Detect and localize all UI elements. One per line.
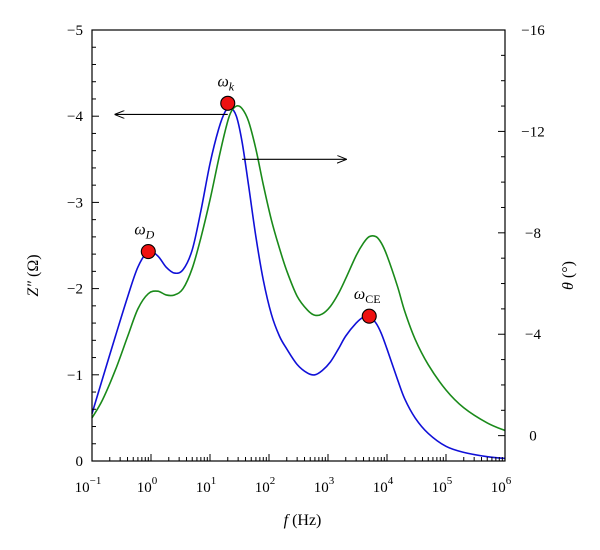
x-tick-label: 106 [491,475,512,496]
marker-label: ωCE [354,286,381,306]
y-right-tick-label: −4 [525,327,541,343]
series-impedance-line [91,106,506,460]
axes-layer: 10−1 100 101 102 103 104 105 106 0 −1 −2 −3 −4 −5 0 −4 −… [25,23,577,529]
marker-point [140,243,156,260]
y-left-tick-label: −2 [67,282,83,298]
y-left-tick-label: −4 [67,109,83,125]
x-tick-label: 10−1 [75,475,102,496]
x-tick-label: 101 [196,475,217,496]
x-tick-label: 100 [137,475,158,496]
y-left-tick-label: −1 [67,368,83,384]
y-right-tick-label: 0 [529,429,537,445]
marker-label: ωk [217,73,234,93]
y-right-tick-label: −12 [521,124,544,140]
x-tick-label: 104 [373,475,394,496]
marker-point [361,308,377,324]
y-right-tick-label: −8 [525,226,541,242]
y-right-tick-label: −16 [521,23,545,39]
y-left-axis-title: Z″ (Ω) [25,254,42,296]
x-tick-label: 102 [255,475,276,496]
y-left-tick-label: −3 [67,195,83,211]
x-tick-label: 103 [314,475,335,496]
y-left-tick-label: 0 [76,454,84,470]
series-layer [91,104,506,460]
series-phase-line [91,104,506,432]
y-right-axis-title: θ (°) [560,261,577,290]
annotation-layer: ωD ωk ωCE [115,73,381,324]
marker-label: ωD [134,222,154,242]
y-left-tick-label: −5 [67,23,83,39]
marker-point [220,95,236,111]
x-tick-label: 105 [432,475,453,496]
x-axis-title: f (Hz) [284,512,322,529]
plot-frame [91,29,506,462]
